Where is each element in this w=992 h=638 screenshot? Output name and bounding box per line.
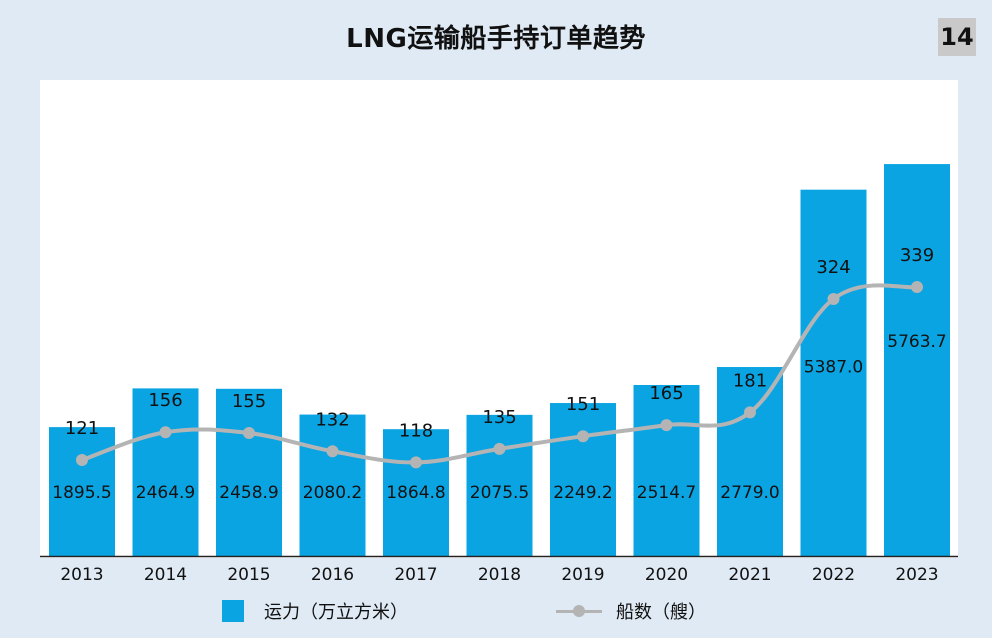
legend-item-capacity: 运力（万立方米） bbox=[222, 596, 408, 626]
x-tick-2020: 2020 bbox=[645, 565, 688, 585]
ship-count-point-2017 bbox=[410, 456, 422, 469]
legend-line-swatch bbox=[556, 600, 602, 622]
bar-2017 bbox=[383, 429, 449, 556]
bar-2019 bbox=[550, 403, 616, 556]
ship-count-point-2023 bbox=[911, 281, 923, 294]
ship-count-label-2013: 121 bbox=[65, 418, 99, 439]
ship-count-label-2021: 181 bbox=[733, 370, 767, 391]
x-tick-2016: 2016 bbox=[311, 565, 354, 585]
ship-count-label-2015: 155 bbox=[232, 391, 266, 412]
legend: 运力（万立方米） 船数（艘） bbox=[0, 596, 992, 626]
bar-2020 bbox=[633, 385, 700, 556]
x-tick-2022: 2022 bbox=[812, 565, 855, 585]
ship-count-point-2013 bbox=[76, 454, 88, 467]
bar-value-label-2015: 2458.9 bbox=[219, 483, 278, 503]
bar-value-label-2017: 1864.8 bbox=[386, 483, 445, 503]
bar-value-label-2021: 2779.0 bbox=[720, 483, 779, 503]
ship-count-label-2016: 132 bbox=[315, 409, 349, 430]
bar-2014 bbox=[132, 388, 199, 556]
legend-label-ship-count: 船数（艘） bbox=[616, 602, 706, 623]
chart-title: LNG运输船手持订单趋势 bbox=[346, 24, 646, 54]
ship-count-point-2014 bbox=[159, 426, 172, 439]
x-tick-2018: 2018 bbox=[478, 565, 521, 585]
x-tick-2013: 2013 bbox=[60, 565, 103, 585]
bar-2015 bbox=[216, 388, 282, 556]
bar-value-label-2023: 5763.7 bbox=[887, 332, 946, 352]
ship-count-labels: 121 156 155 132 118 135 151 165 181 324 339 bbox=[65, 245, 934, 441]
ship-count-point-2018 bbox=[493, 442, 506, 455]
bar-2018 bbox=[466, 414, 533, 556]
ship-count-point-2015 bbox=[243, 427, 255, 440]
ship-count-label-2022: 324 bbox=[816, 257, 850, 278]
bar-2016 bbox=[299, 414, 366, 556]
ship-count-label-2017: 118 bbox=[399, 420, 433, 441]
x-tick-2019: 2019 bbox=[561, 565, 604, 585]
ship-count-label-2018: 135 bbox=[482, 407, 516, 428]
legend-bar-swatch bbox=[222, 600, 244, 622]
ship-count-point-2022 bbox=[827, 292, 840, 305]
legend-item-ship-count: 船数（艘） bbox=[556, 596, 706, 626]
x-tick-2014: 2014 bbox=[144, 565, 187, 585]
bar-value-labels: 1895.5 2464.9 2458.9 2080.2 1864.8 2075.5 2249… bbox=[52, 332, 946, 503]
ship-count-point-2016 bbox=[326, 445, 339, 458]
bars-layer bbox=[49, 164, 950, 556]
bar-2022 bbox=[800, 189, 867, 556]
ship-count-point-2020 bbox=[660, 419, 673, 432]
bar-value-label-2019: 2249.2 bbox=[553, 483, 612, 503]
bar-value-label-2014: 2464.9 bbox=[136, 483, 195, 503]
legend-label-capacity: 运力（万立方米） bbox=[264, 602, 408, 623]
ship-count-point-2019 bbox=[577, 430, 589, 443]
x-tick-2023: 2023 bbox=[895, 565, 938, 585]
ship-count-label-2020: 165 bbox=[649, 383, 683, 404]
ship-count-label-2019: 151 bbox=[566, 394, 600, 415]
x-tick-2021: 2021 bbox=[728, 565, 771, 585]
bar-value-label-2022: 5387.0 bbox=[804, 358, 863, 378]
bar-2023 bbox=[884, 164, 950, 556]
bar-2013 bbox=[49, 427, 115, 556]
ship-count-label-2014: 156 bbox=[148, 390, 182, 411]
page-number-badge: 14 bbox=[938, 18, 976, 56]
x-tick-2017: 2017 bbox=[394, 565, 437, 585]
x-tick-labels: 2013 2014 2015 2016 2017 2018 2019 2020 2021 2022… bbox=[60, 565, 938, 585]
bar-value-label-2016: 2080.2 bbox=[303, 483, 362, 503]
x-tick-2015: 2015 bbox=[227, 565, 270, 585]
ship-count-label-2023: 339 bbox=[900, 245, 934, 266]
ship-count-point-2021 bbox=[744, 406, 756, 419]
ship-count-points bbox=[76, 281, 923, 469]
bar-value-label-2018: 2075.5 bbox=[470, 483, 529, 503]
bar-2021 bbox=[717, 367, 783, 556]
bar-value-label-2020: 2514.7 bbox=[637, 483, 696, 503]
bar-value-label-2013: 1895.5 bbox=[52, 483, 111, 503]
